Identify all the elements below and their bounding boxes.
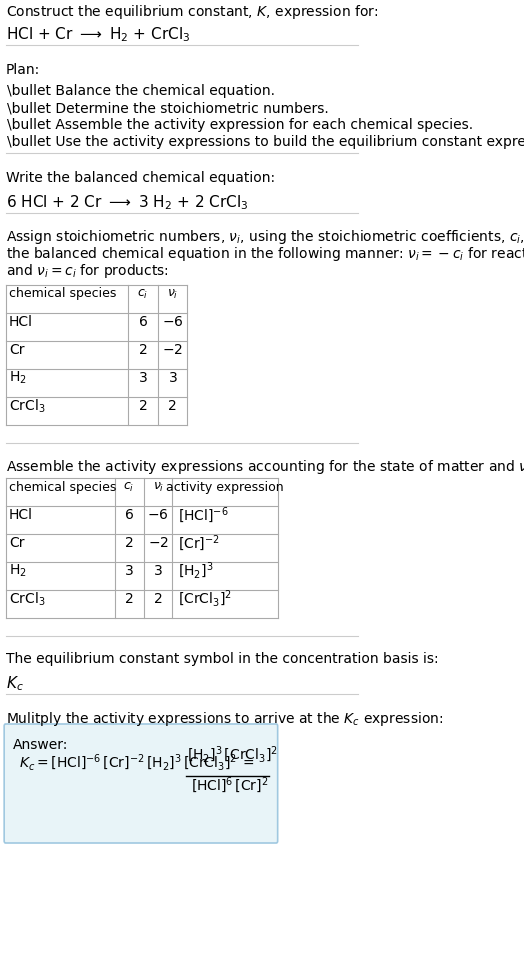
Text: Assemble the activity expressions accounting for the state of matter and $\nu_i$: Assemble the activity expressions accoun…	[6, 458, 524, 476]
Text: \bullet Determine the stoichiometric numbers.: \bullet Determine the stoichiometric num…	[7, 101, 329, 115]
Text: 2: 2	[125, 592, 134, 606]
Text: HCl: HCl	[9, 508, 33, 522]
Text: Plan:: Plan:	[6, 63, 40, 77]
FancyBboxPatch shape	[4, 724, 278, 843]
Text: chemical species: chemical species	[9, 287, 116, 301]
Text: $K_c$: $K_c$	[6, 674, 23, 693]
Text: 6 HCl + 2 Cr $\longrightarrow$ 3 H$_2$ + 2 CrCl$_3$: 6 HCl + 2 Cr $\longrightarrow$ 3 H$_2$ +…	[6, 193, 248, 211]
Text: 2: 2	[139, 343, 147, 357]
Text: $-2$: $-2$	[162, 343, 183, 357]
Text: activity expression: activity expression	[166, 480, 283, 494]
Text: $-6$: $-6$	[147, 508, 169, 522]
Text: $K_c = [\mathrm{HCl}]^{-6}\,[\mathrm{Cr}]^{-2}\,[\mathrm{H_2}]^{3}\,[\mathrm{CrC: $K_c = [\mathrm{HCl}]^{-6}\,[\mathrm{Cr}…	[19, 752, 255, 774]
Text: the balanced chemical equation in the following manner: $\nu_i = -c_i$ for react: the balanced chemical equation in the fo…	[6, 245, 524, 263]
Text: $[\mathrm{CrCl_3}]^{2}$: $[\mathrm{CrCl_3}]^{2}$	[178, 589, 232, 609]
Text: HCl: HCl	[9, 315, 33, 329]
Text: $[\mathrm{H_2}]^{3}\,[\mathrm{CrCl_3}]^{2}$: $[\mathrm{H_2}]^{3}\,[\mathrm{CrCl_3}]^{…	[188, 745, 278, 765]
Text: $[\mathrm{HCl}]^{-6}$: $[\mathrm{HCl}]^{-6}$	[178, 505, 228, 525]
Text: 3: 3	[139, 371, 147, 385]
Text: CrCl$_3$: CrCl$_3$	[9, 397, 46, 415]
Text: H$_2$: H$_2$	[9, 370, 27, 386]
Text: 2: 2	[139, 399, 147, 413]
Text: chemical species: chemical species	[9, 480, 116, 494]
Text: 2: 2	[125, 536, 134, 550]
Text: 6: 6	[125, 508, 134, 522]
Text: Answer:: Answer:	[13, 738, 68, 752]
Text: Construct the equilibrium constant, $K$, expression for:: Construct the equilibrium constant, $K$,…	[6, 3, 378, 21]
Text: 3: 3	[125, 564, 134, 578]
Text: The equilibrium constant symbol in the concentration basis is:: The equilibrium constant symbol in the c…	[6, 652, 438, 666]
Text: CrCl$_3$: CrCl$_3$	[9, 590, 46, 607]
Text: 6: 6	[138, 315, 147, 329]
Text: $\nu_i$: $\nu_i$	[152, 480, 164, 494]
Text: $c_i$: $c_i$	[137, 287, 149, 301]
Text: HCl + Cr $\longrightarrow$ H$_2$ + CrCl$_3$: HCl + Cr $\longrightarrow$ H$_2$ + CrCl$…	[6, 25, 190, 43]
Text: \bullet Assemble the activity expression for each chemical species.: \bullet Assemble the activity expression…	[7, 118, 473, 132]
Text: 2: 2	[154, 592, 162, 606]
Text: and $\nu_i = c_i$ for products:: and $\nu_i = c_i$ for products:	[6, 262, 169, 280]
Text: $-6$: $-6$	[162, 315, 183, 329]
Text: Mulitply the activity expressions to arrive at the $K_c$ expression:: Mulitply the activity expressions to arr…	[6, 710, 443, 728]
Text: H$_2$: H$_2$	[9, 563, 27, 579]
Text: Write the balanced chemical equation:: Write the balanced chemical equation:	[6, 171, 275, 185]
Text: \bullet Use the activity expressions to build the equilibrium constant expressio: \bullet Use the activity expressions to …	[7, 135, 524, 149]
Text: Cr: Cr	[9, 536, 25, 550]
Text: $-2$: $-2$	[148, 536, 169, 550]
Text: $[\mathrm{HCl}]^{6}\,[\mathrm{Cr}]^{2}$: $[\mathrm{HCl}]^{6}\,[\mathrm{Cr}]^{2}$	[191, 776, 268, 795]
Text: 3: 3	[154, 564, 162, 578]
Text: $c_i$: $c_i$	[124, 480, 135, 494]
Text: $\nu_i$: $\nu_i$	[167, 287, 179, 301]
Text: $[\mathrm{H_2}]^{3}$: $[\mathrm{H_2}]^{3}$	[178, 561, 213, 581]
Text: $[\mathrm{Cr}]^{-2}$: $[\mathrm{Cr}]^{-2}$	[178, 533, 220, 553]
Text: 3: 3	[168, 371, 177, 385]
Text: Assign stoichiometric numbers, $\nu_i$, using the stoichiometric coefficients, $: Assign stoichiometric numbers, $\nu_i$, …	[6, 228, 524, 246]
Text: Cr: Cr	[9, 343, 25, 357]
Text: 2: 2	[168, 399, 177, 413]
Text: \bullet Balance the chemical equation.: \bullet Balance the chemical equation.	[7, 84, 275, 98]
